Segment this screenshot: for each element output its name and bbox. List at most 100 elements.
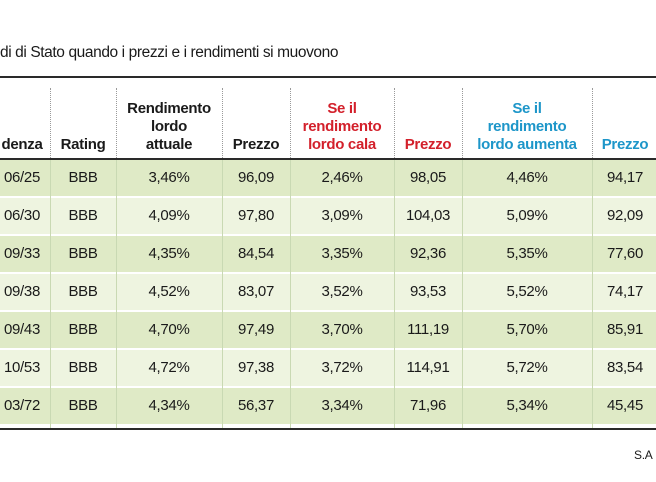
cell-prezzo-cala: 92,36 bbox=[409, 245, 447, 262]
column-divider bbox=[592, 160, 593, 428]
table-row: 03/72 BBB 4,34% 56,37 3,34% 71,96 5,34% 45,45 bbox=[0, 388, 656, 424]
cell-rend-aum: 4,46% bbox=[506, 169, 548, 186]
cell-prezzo-aum: 92,09 bbox=[606, 207, 644, 224]
row-separator bbox=[0, 386, 656, 388]
source-credit: S.A bbox=[634, 448, 653, 462]
header-divider bbox=[462, 88, 463, 158]
header-prezzo-aumenta: Prezzo bbox=[601, 136, 649, 153]
cell-scadenza: 06/30 bbox=[3, 207, 41, 224]
row-separator bbox=[0, 348, 656, 350]
cell-rend: 4,52% bbox=[148, 283, 190, 300]
cell-rend: 4,09% bbox=[148, 207, 190, 224]
column-divider bbox=[290, 160, 291, 428]
table-row: 06/25 BBB 3,46% 96,09 2,46% 98,05 4,46% 94,17 bbox=[0, 160, 656, 196]
cell-prezzo-cala: 111,19 bbox=[407, 321, 449, 338]
cell-rend-cala: 3,72% bbox=[321, 359, 363, 376]
cell-scadenza: 10/53 bbox=[3, 359, 41, 376]
header-line: rendimento bbox=[302, 118, 382, 135]
cell-rend-aum: 5,52% bbox=[506, 283, 548, 300]
cell-scadenza: 09/33 bbox=[3, 245, 41, 262]
cell-rend: 4,70% bbox=[148, 321, 190, 338]
row-separator bbox=[0, 310, 656, 312]
cell-rating: BBB bbox=[68, 283, 98, 300]
header-rule bbox=[0, 158, 656, 160]
header-divider bbox=[222, 88, 223, 158]
cell-prezzo: 84,54 bbox=[237, 245, 275, 262]
cell-rating: BBB bbox=[68, 397, 98, 414]
table-title: di di Stato quando i prezzi e i rendimen… bbox=[0, 44, 339, 61]
cell-scadenza: 09/38 bbox=[3, 283, 41, 300]
column-divider bbox=[116, 160, 117, 428]
header-divider bbox=[290, 88, 291, 158]
cell-prezzo-cala: 98,05 bbox=[409, 169, 447, 186]
header-rendimento-cala: Se il rendimento lordo cala bbox=[290, 78, 394, 158]
header-line: attuale bbox=[145, 136, 193, 153]
header-line: lordo cala bbox=[308, 136, 376, 153]
header-prezzo: Prezzo bbox=[232, 136, 280, 153]
cell-rend-cala: 3,35% bbox=[321, 245, 363, 262]
cell-rend-cala: 3,70% bbox=[321, 321, 363, 338]
cell-rend: 3,46% bbox=[148, 169, 190, 186]
cell-scadenza: 09/43 bbox=[3, 321, 41, 338]
cell-prezzo-cala: 104,03 bbox=[405, 207, 451, 224]
cell-rend: 4,35% bbox=[148, 245, 190, 262]
header-divider bbox=[116, 88, 117, 158]
row-separator bbox=[0, 234, 656, 236]
cell-prezzo-aum: 94,17 bbox=[606, 169, 644, 186]
header-rendimento-aumenta: Se il rendimento lordo aumenta bbox=[462, 78, 592, 158]
column-divider bbox=[462, 160, 463, 428]
row-separator bbox=[0, 272, 656, 274]
cell-prezzo-cala: 71,96 bbox=[409, 397, 447, 414]
table-row: 09/43 BBB 4,70% 97,49 3,70% 111,19 5,70% 85,91 bbox=[0, 312, 656, 348]
header-divider bbox=[592, 88, 593, 158]
header-prezzo-cala: Prezzo bbox=[404, 136, 452, 153]
header-line: Se il bbox=[512, 100, 542, 117]
header-line: Se il bbox=[327, 100, 357, 117]
table-row: 09/38 BBB 4,52% 83,07 3,52% 93,53 5,52% 74,17 bbox=[0, 274, 656, 310]
column-divider bbox=[50, 160, 51, 428]
header-scadenza: denza bbox=[1, 136, 43, 153]
header-line: rendimento bbox=[487, 118, 567, 135]
cell-rating: BBB bbox=[68, 245, 98, 262]
cell-prezzo-aum: 83,54 bbox=[606, 359, 644, 376]
table-row: 10/53 BBB 4,72% 97,38 3,72% 114,91 5,72% 83,54 bbox=[0, 350, 656, 386]
header-line: lordo bbox=[150, 118, 187, 135]
header-divider bbox=[50, 88, 51, 158]
cell-prezzo: 97,38 bbox=[237, 359, 275, 376]
cell-rend-cala: 3,09% bbox=[321, 207, 363, 224]
cell-rend-aum: 5,34% bbox=[506, 397, 548, 414]
cell-rating: BBB bbox=[68, 169, 98, 186]
column-divider bbox=[222, 160, 223, 428]
header-rendimento-attuale: Rendimento lordo attuale bbox=[116, 78, 222, 158]
cell-rend-aum: 5,70% bbox=[506, 321, 548, 338]
table-row: 06/30 BBB 4,09% 97,80 3,09% 104,03 5,09% 92,09 bbox=[0, 198, 656, 234]
cell-prezzo-cala: 114,91 bbox=[406, 359, 450, 376]
top-rule bbox=[0, 76, 656, 78]
cell-rating: BBB bbox=[68, 207, 98, 224]
cell-prezzo-cala: 93,53 bbox=[409, 283, 447, 300]
cell-prezzo-aum: 74,17 bbox=[606, 283, 644, 300]
cell-scadenza: 03/72 bbox=[3, 397, 41, 414]
cell-prezzo: 97,49 bbox=[237, 321, 275, 338]
row-separator bbox=[0, 196, 656, 198]
bottom-rule bbox=[0, 428, 656, 430]
cell-rating: BBB bbox=[68, 359, 98, 376]
header-rating: Rating bbox=[60, 136, 106, 153]
cell-prezzo: 56,37 bbox=[237, 397, 275, 414]
cell-scadenza: 06/25 bbox=[3, 169, 41, 186]
cell-prezzo-aum: 45,45 bbox=[606, 397, 644, 414]
cell-rend-cala: 3,52% bbox=[321, 283, 363, 300]
cell-prezzo: 97,80 bbox=[237, 207, 275, 224]
cell-rend-cala: 3,34% bbox=[321, 397, 363, 414]
cell-rend: 4,72% bbox=[148, 359, 190, 376]
cell-rend-cala: 2,46% bbox=[321, 169, 363, 186]
header-line: lordo aumenta bbox=[477, 136, 577, 153]
cell-prezzo: 96,09 bbox=[237, 169, 275, 186]
header-divider bbox=[394, 88, 395, 158]
cell-rend-aum: 5,09% bbox=[506, 207, 548, 224]
cell-rend-aum: 5,72% bbox=[506, 359, 548, 376]
header-line: Rendimento bbox=[127, 100, 211, 117]
cell-prezzo-aum: 85,91 bbox=[606, 321, 644, 338]
table-row: 09/33 BBB 4,35% 84,54 3,35% 92,36 5,35% 77,60 bbox=[0, 236, 656, 272]
cell-rend-aum: 5,35% bbox=[506, 245, 548, 262]
